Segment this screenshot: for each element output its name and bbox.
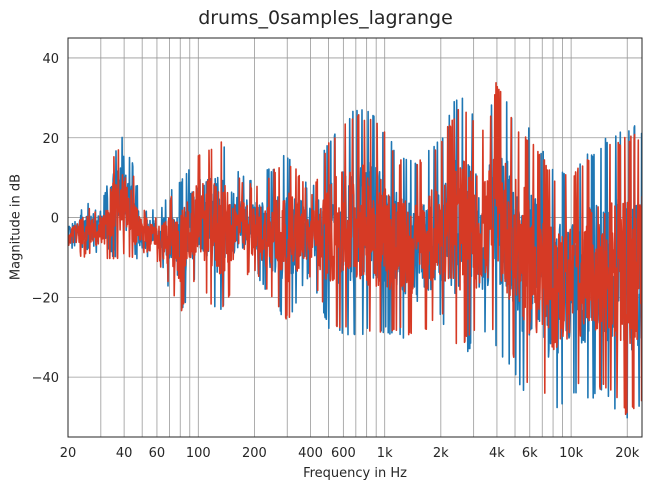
series-layer xyxy=(68,82,642,419)
chart-title: drums_0samples_lagrange xyxy=(198,7,453,29)
tick-labels: 20 40 60 100 200 400 600 1k 2k 4k 6k 10k 20k40200−20… xyxy=(32,52,640,461)
y-tick-label: 40 xyxy=(42,52,59,67)
x-tick-label: 4k xyxy=(489,446,505,461)
x-tick-label: 2k xyxy=(433,446,449,461)
x-tick-label: 20k xyxy=(615,446,640,461)
x-tick-label: 600 xyxy=(331,446,356,461)
y-tick-label: 20 xyxy=(42,132,59,147)
x-tick-label: 6k xyxy=(522,446,538,461)
x-tick-label: 1k xyxy=(377,446,393,461)
y-tick-label: −20 xyxy=(32,291,59,306)
x-tick-label: 10k xyxy=(559,446,584,461)
y-tick-label: 0 xyxy=(51,212,59,227)
x-axis-label: Frequency in Hz xyxy=(303,466,407,481)
x-tick-label: 100 xyxy=(186,446,211,461)
y-tick-label: −40 xyxy=(32,371,59,386)
plot-frame xyxy=(67,37,643,438)
series-line xyxy=(68,82,642,416)
x-tick-label: 20 xyxy=(60,446,77,461)
x-tick-label: 40 xyxy=(116,446,133,461)
x-tick-label: 60 xyxy=(149,446,166,461)
x-tick-label: 200 xyxy=(242,446,267,461)
x-tick-label: 400 xyxy=(298,446,323,461)
